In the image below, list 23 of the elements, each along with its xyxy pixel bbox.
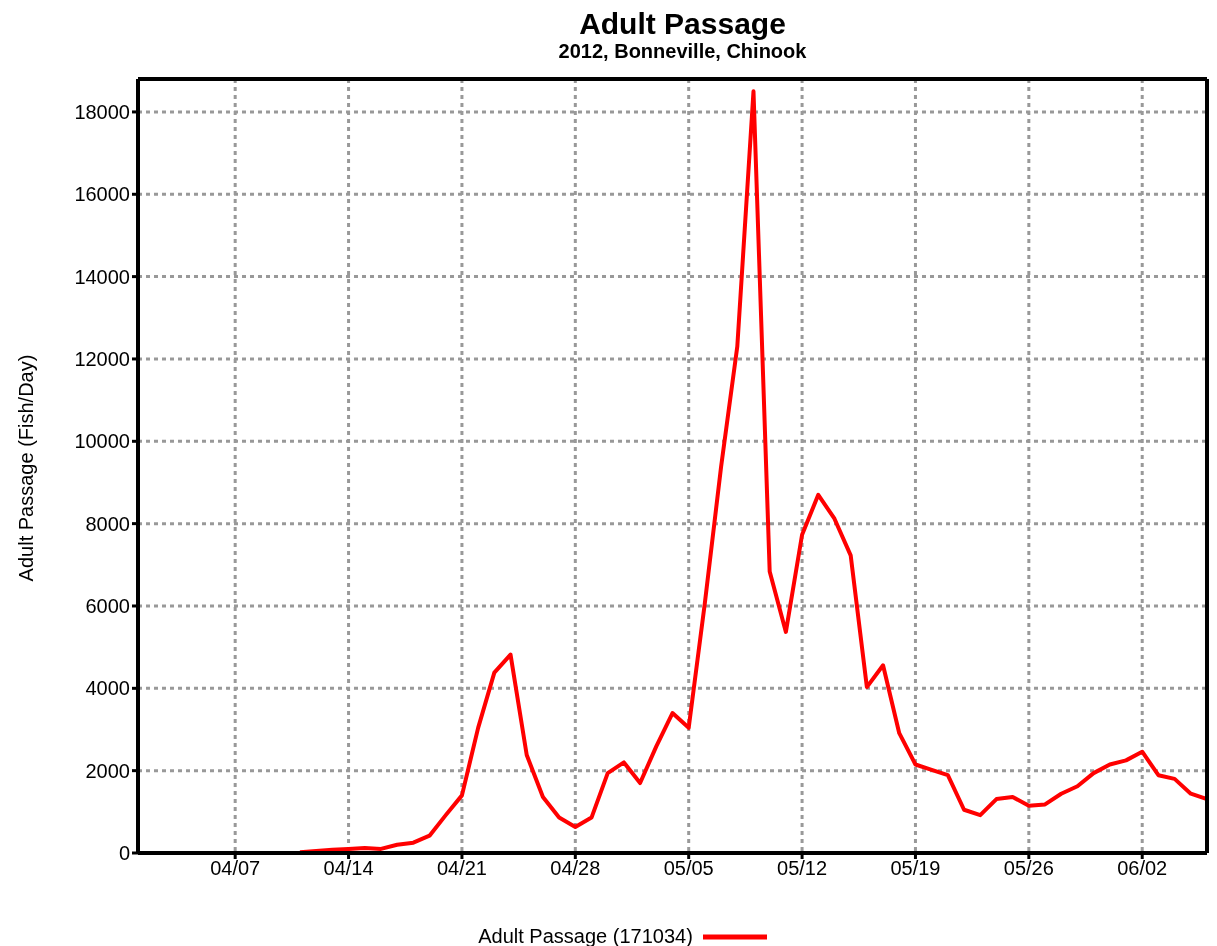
chart-subtitle: 2012, Bonneville, Chinook bbox=[557, 40, 808, 63]
x-tick-label: 05/12 bbox=[777, 857, 828, 880]
x-tick-label: 04/21 bbox=[436, 857, 487, 880]
y-tick-label: 14000 bbox=[74, 265, 130, 288]
y-tick-label: 16000 bbox=[74, 183, 130, 206]
x-tick-label: 05/26 bbox=[1003, 857, 1054, 880]
x-tick-label: 04/14 bbox=[323, 857, 374, 880]
y-tick-label: 4000 bbox=[85, 677, 130, 700]
x-tick-label: 06/02 bbox=[1117, 857, 1168, 880]
x-tick-label: 05/05 bbox=[663, 857, 714, 880]
y-axis-title: Adult Passage (Fish/Day) bbox=[14, 354, 38, 582]
y-tick-label: 8000 bbox=[85, 512, 130, 535]
y-tick-label: 0 bbox=[118, 842, 130, 865]
y-tick-label: 2000 bbox=[85, 759, 130, 782]
x-tick-label: 04/07 bbox=[210, 857, 261, 880]
y-tick-label: 18000 bbox=[74, 101, 130, 124]
x-tick-label: 05/19 bbox=[890, 857, 941, 880]
chart-title: Adult Passage bbox=[578, 7, 787, 40]
y-tick-label: 12000 bbox=[74, 348, 130, 371]
y-tick-label: 6000 bbox=[85, 595, 130, 618]
y-tick-label: 10000 bbox=[74, 430, 130, 453]
x-tick-label: 04/28 bbox=[550, 857, 601, 880]
line-series bbox=[297, 89, 1207, 853]
